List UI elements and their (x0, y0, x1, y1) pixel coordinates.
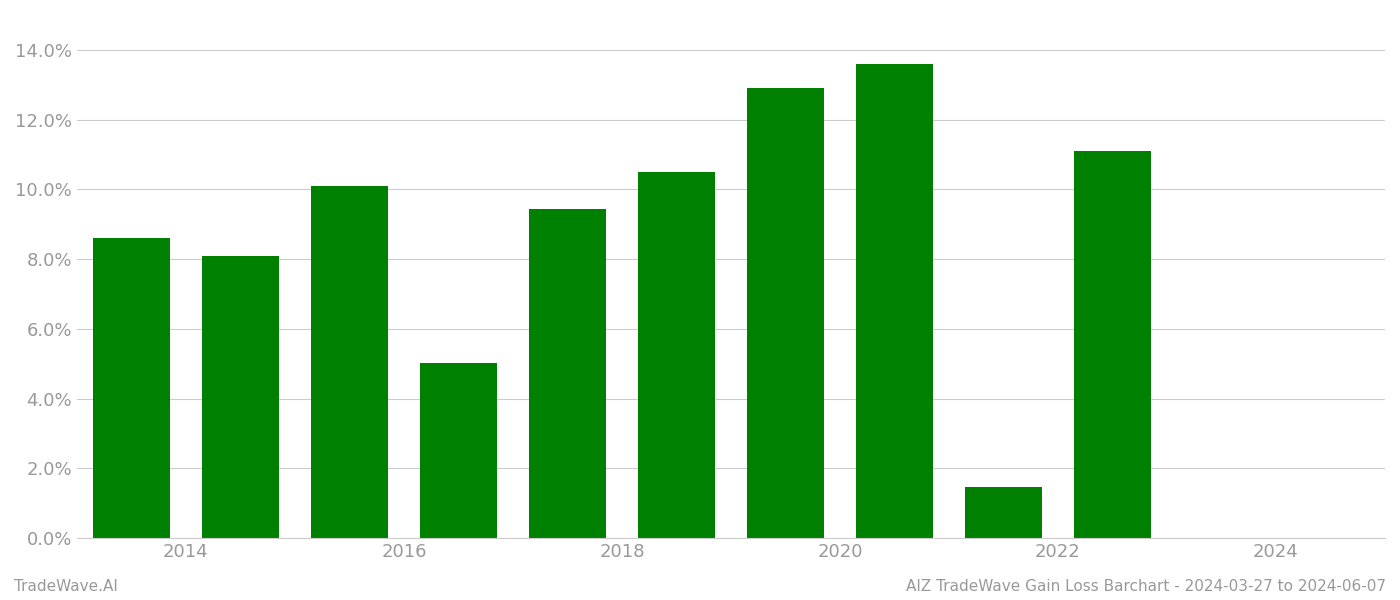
Text: AIZ TradeWave Gain Loss Barchart - 2024-03-27 to 2024-06-07: AIZ TradeWave Gain Loss Barchart - 2024-… (906, 579, 1386, 594)
Bar (420, 363, 497, 538)
Bar (748, 88, 823, 538)
Bar (311, 186, 388, 538)
Bar (94, 238, 169, 538)
Bar (1074, 151, 1151, 538)
Bar (857, 64, 932, 538)
Bar (966, 487, 1042, 538)
Bar (529, 209, 606, 538)
Text: TradeWave.AI: TradeWave.AI (14, 579, 118, 594)
Bar (202, 256, 279, 538)
Bar (638, 172, 714, 538)
